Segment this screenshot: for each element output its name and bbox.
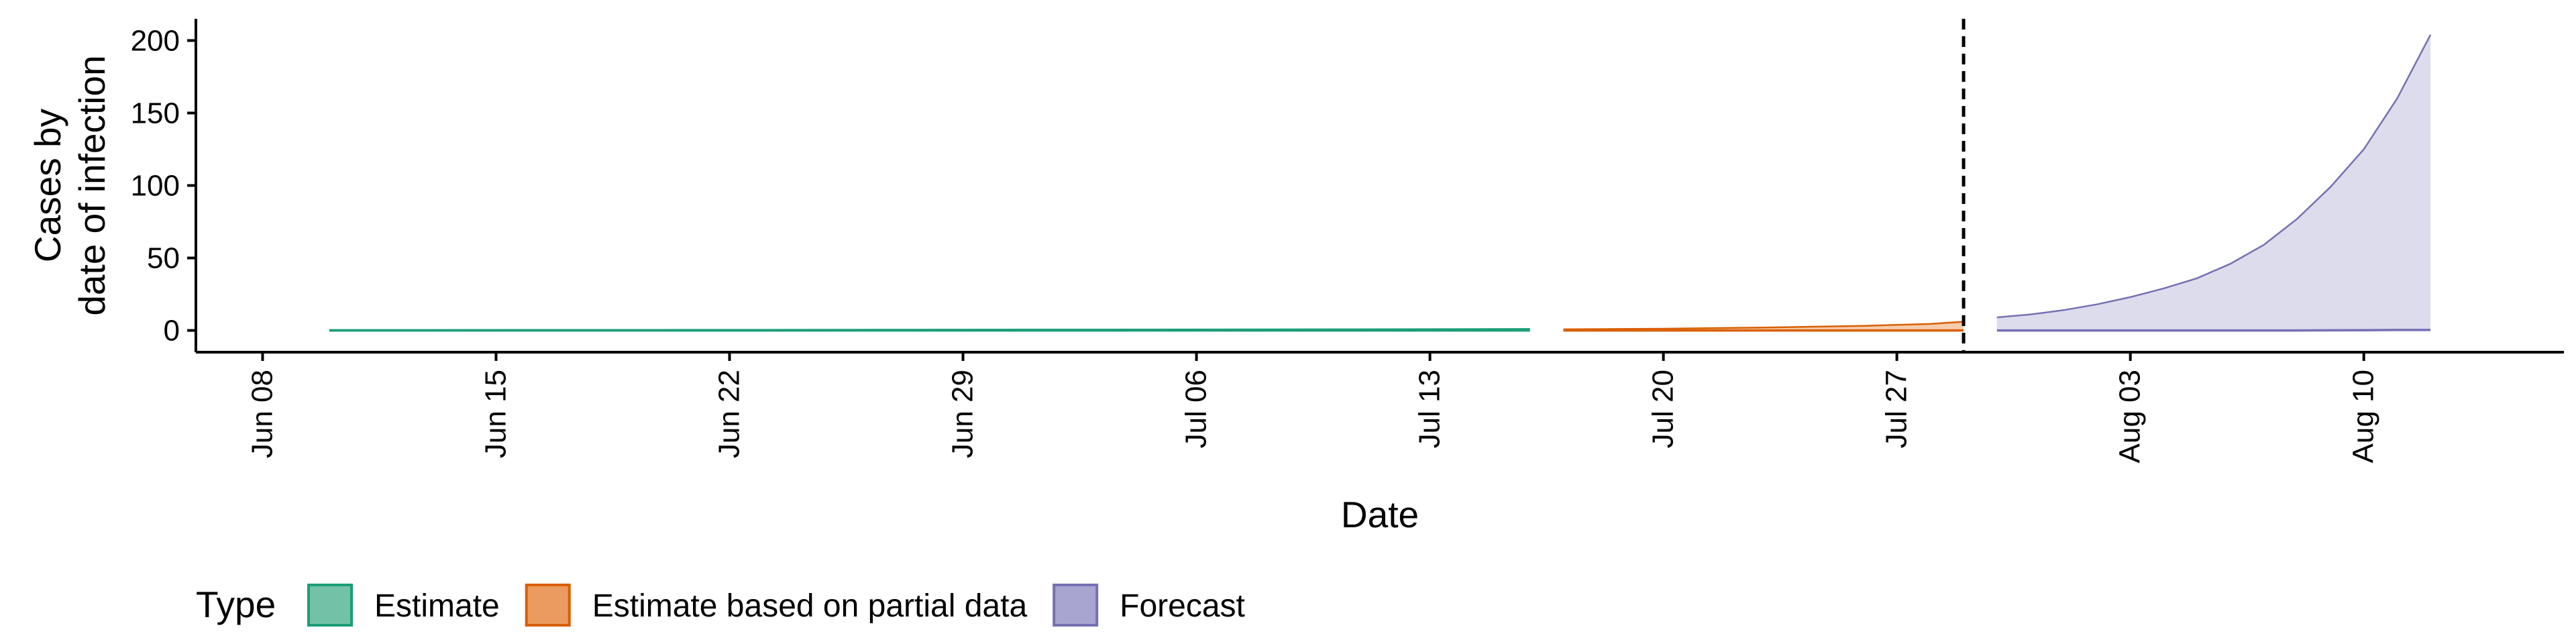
series-upper-line-1 [1563, 321, 1964, 331]
x-tick-label-3: Jun 29 [947, 370, 979, 458]
legend-label-0: Estimate [374, 588, 500, 624]
y-axis-title-line-1: date of infection [71, 55, 113, 315]
x-tick-label-1: Jun 15 [479, 370, 512, 458]
x-tick-label-7: Jul 27 [1880, 370, 1913, 448]
y-axis-title-line-0: Cases by [27, 108, 68, 262]
y-axis-title: Cases bydate of infection [27, 55, 113, 315]
series-area-2 [1996, 34, 2431, 331]
series-areas [329, 34, 2432, 332]
x-tick-label-6: Jul 20 [1647, 370, 1680, 448]
series-area-1 [1563, 321, 1964, 331]
y-tick-label-1: 50 [147, 242, 180, 275]
x-tick-label-9: Aug 10 [2347, 370, 2380, 463]
y-tick-label-2: 100 [131, 170, 180, 203]
y-tick-label-4: 200 [131, 24, 180, 57]
y-axis-ticks: 0 50 100 150 200 [131, 24, 196, 347]
legend-label-2: Forecast [1120, 588, 1245, 624]
x-axis-title: Date [1341, 494, 1419, 535]
x-tick-label-2: Jun 22 [712, 370, 745, 458]
legend-swatch-2 [1053, 584, 1099, 627]
legend-swatch-0 [307, 584, 353, 627]
y-tick-label-3: 150 [131, 97, 180, 129]
y-tick-label-0: 0 [164, 315, 180, 347]
legend-label-1: Estimate based on partial data [592, 588, 1028, 624]
legend: Type Estimate Estimate based on partial da… [196, 584, 1245, 627]
x-tick-label-4: Jul 06 [1180, 370, 1213, 448]
legend-swatch-1 [525, 584, 571, 627]
x-tick-label-8: Aug 03 [2114, 370, 2147, 463]
x-tick-label-5: Jul 13 [1413, 370, 1446, 448]
x-tick-label-0: Jun 08 [246, 370, 278, 458]
series-upper-line-2 [1996, 34, 2432, 319]
series-lower-line-2 [1996, 329, 2431, 332]
legend-title: Type [196, 584, 276, 625]
x-axis-ticks: Jun 08 Jun 15 Jun 22 Jun 29 Jul 06 Jul 13 Jul … [246, 352, 2380, 463]
